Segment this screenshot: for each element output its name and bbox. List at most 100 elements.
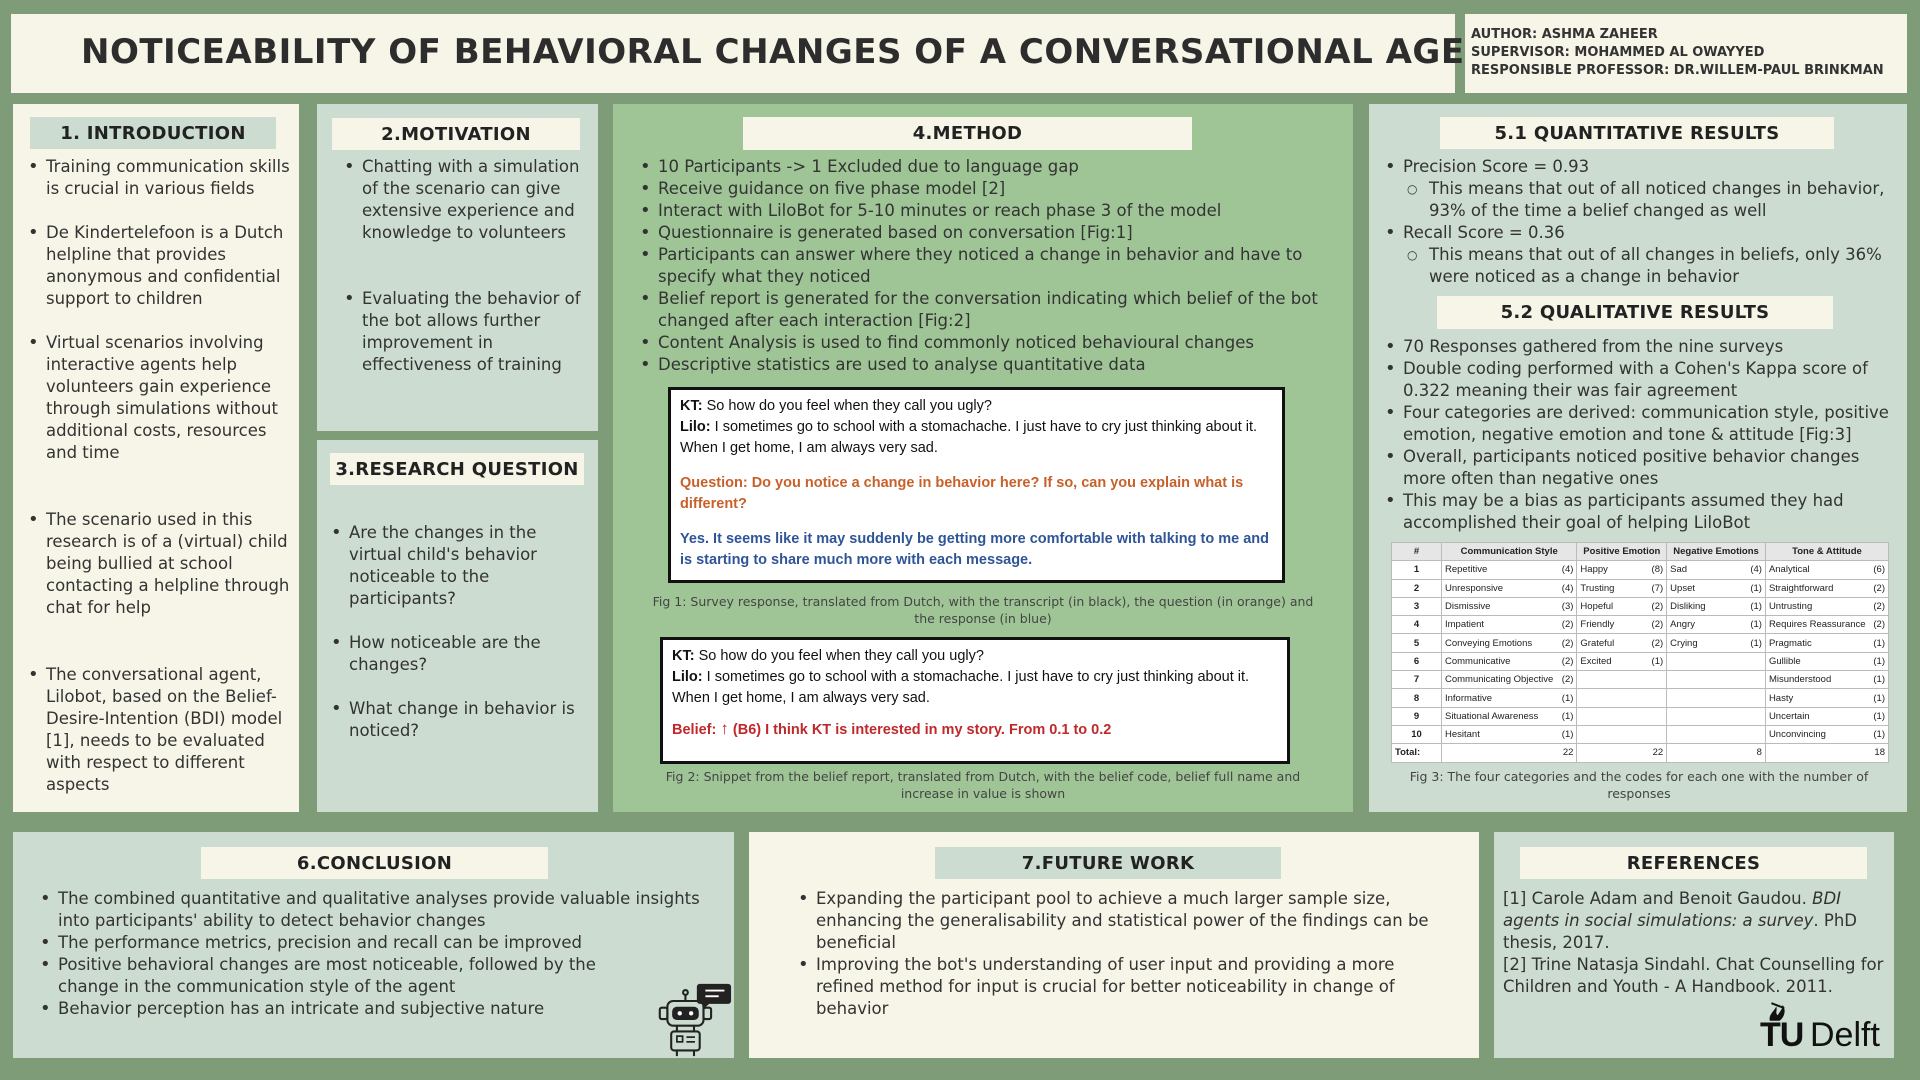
introduction-heading: 1. INTRODUCTION	[30, 117, 276, 149]
list-item: De Kindertelefoon is a Dutch helpline th…	[28, 222, 298, 310]
list-item: Recall Score = 0.36 This means that out …	[1385, 222, 1897, 288]
conclusion-list: The combined quantitative and qualitativ…	[40, 888, 730, 1020]
list-item: The performance metrics, precision and r…	[40, 932, 730, 954]
list-item: Receive guidance on five phase model [2]	[640, 178, 1340, 200]
table-cell-number: 6	[1391, 651, 1442, 672]
motivation-list: Chatting with a simulation of the scenar…	[344, 156, 584, 376]
references-panel: REFERENCES [1] Carole Adam and Benoit Ga…	[1494, 832, 1894, 1058]
table-cell: Conveying Emotions (2)	[1440, 633, 1578, 653]
table-cell: Upset (1)	[1666, 578, 1766, 598]
table-row: 7 Communicating Objective (2) Misunderstood…	[1391, 670, 1890, 690]
table-cell: Straightforward (2)	[1764, 578, 1890, 598]
list-item: The conversational agent, Lilobot, based…	[28, 664, 298, 796]
credit-author: AUTHOR: ASHMA ZAHEER	[1471, 27, 1658, 42]
table-row: Total: 22 22 8 18	[1391, 743, 1890, 763]
conclusion-heading: 6.CONCLUSION	[201, 847, 548, 879]
table-cell	[1666, 724, 1766, 745]
table-cell: Untrusting (2)	[1764, 596, 1890, 617]
table-row: 3 Dismissive (3) Hopeful (2) Disliking (1) Untr…	[1391, 596, 1890, 617]
table-cell: Sad (4)	[1666, 560, 1766, 580]
list-item: This may be a bias as participants assum…	[1385, 490, 1897, 534]
credits-box: AUTHOR: ASHMA ZAHEER SUPERVISOR: MOHAMME…	[1465, 14, 1907, 93]
credit-supervisor: SUPERVISOR: MOHAMMED AL OWAYYED	[1471, 45, 1765, 60]
table-cell: Communicating Objective (2)	[1440, 670, 1578, 690]
method-heading: 4.METHOD	[743, 117, 1192, 150]
table-cell: Hopeful (2)	[1576, 596, 1668, 617]
fig2-transcript-lilo: Lilo: I sometimes go to school with a st…	[672, 669, 1250, 706]
table-row: 8 Informative (1) Hasty (1)	[1391, 688, 1890, 708]
table-cell: Crying (1)	[1666, 633, 1766, 653]
fig1-answer: Yes. It seems like it may suddenly be ge…	[680, 531, 1270, 568]
list-item: The scenario used in this research is of…	[28, 509, 298, 619]
table-row: 2 Unresponsive (4) Trusting (7) Upset (1) Strai…	[1391, 578, 1890, 598]
method-list: 10 Participants -> 1 Excluded due to lan…	[640, 156, 1340, 376]
table-header: Communication Style	[1440, 541, 1578, 562]
list-item: The combined quantitative and qualitativ…	[40, 888, 730, 932]
motivation-heading: 2.MOTIVATION	[332, 118, 580, 150]
table-row: 4 Impatient (2) Friendly (2) Angry (1) Requires…	[1391, 615, 1890, 635]
references-heading: REFERENCES	[1520, 847, 1867, 879]
list-item: Expanding the participant pool to achiev…	[798, 888, 1438, 954]
table-cell	[1666, 670, 1766, 690]
table-cell-number: 7	[1391, 670, 1442, 690]
table-cell-number: Total:	[1391, 743, 1442, 763]
sub-list-item: This means that out of all noticed chang…	[1407, 178, 1897, 222]
table-cell: Trusting (7)	[1576, 578, 1668, 598]
table-row: 1 Repetitive (4) Happy (8) Sad (4) Analytical (6…	[1391, 560, 1890, 580]
poster-title: NOTICEABILITY OF BEHAVIORAL CHANGES OF A…	[81, 32, 1518, 72]
sub-list-item: This means that out of all changes in be…	[1407, 244, 1897, 288]
table-row: 6 Communicative (2) Excited (1) Gullible (1)	[1391, 651, 1890, 672]
motivation-panel: 2.MOTIVATION Chatting with a simulation …	[317, 104, 598, 431]
list-item: What change in behavior is noticed?	[331, 698, 581, 742]
table-cell: Informative (1)	[1440, 688, 1578, 708]
list-item: Evaluating the behavior of the bot allow…	[344, 288, 584, 376]
list-item: Overall, participants noticed positive b…	[1385, 446, 1897, 490]
table-header: Positive Emotion	[1576, 541, 1668, 562]
table-cell: Requires Reassurance (2)	[1764, 615, 1890, 635]
table-cell: Analytical (6)	[1764, 560, 1890, 580]
table-cell: 22	[1576, 743, 1668, 763]
list-item: Are the changes in the virtual child's b…	[331, 522, 581, 610]
qualitative-results-heading: 5.2 QUALITATIVE RESULTS	[1437, 296, 1833, 329]
list-item: Descriptive statistics are used to analy…	[640, 354, 1340, 376]
table-cell	[1666, 651, 1766, 672]
table-cell: Situational Awareness (1)	[1440, 706, 1578, 726]
table-cell: Hasty (1)	[1764, 688, 1890, 708]
logo-delft: Delft	[1810, 1016, 1880, 1054]
table-header: Tone & Attitude	[1764, 541, 1890, 562]
table-cell-number: 1	[1391, 560, 1442, 580]
table-cell	[1666, 706, 1766, 726]
table-row: 10 Hesitant (1) Unconvincing (1)	[1391, 724, 1890, 745]
table-cell: Friendly (2)	[1576, 615, 1668, 635]
table-cell	[1576, 724, 1668, 745]
table-cell-number: 5	[1391, 633, 1442, 653]
table-header: #	[1391, 541, 1442, 562]
list-item: 70 Responses gathered from the nine surv…	[1385, 336, 1897, 358]
figure-3-codes-table: # Communication Style Positive Emotion N…	[1391, 541, 1890, 763]
arrow-up-icon: ↑	[720, 719, 729, 738]
table-cell: Pragmatic (1)	[1764, 633, 1890, 653]
list-item: How noticeable are the changes?	[331, 632, 581, 676]
list-item: Behavior perception has an intricate and…	[40, 998, 730, 1020]
table-cell: Happy (8)	[1576, 560, 1668, 580]
fig1-transcript-lilo: Lilo: I sometimes go to school with a st…	[680, 419, 1258, 456]
table-cell: 8	[1666, 743, 1766, 763]
table-cell: Gullible (1)	[1764, 651, 1890, 672]
list-item: Interact with LiloBot for 5-10 minutes o…	[640, 200, 1340, 222]
table-cell-number: 2	[1391, 578, 1442, 598]
flame-icon	[1769, 1002, 1785, 1021]
fig2-belief: Belief: ↑ (B6) I think KT is interested …	[672, 719, 1112, 738]
table-cell: Dismissive (3)	[1440, 596, 1578, 617]
figure-1-caption: Fig 1: Survey response, translated from …	[652, 594, 1314, 626]
table-cell: Grateful (2)	[1576, 633, 1668, 653]
figure-2-belief-report: KT: So how do you feel when they call yo…	[660, 637, 1290, 764]
table-cell	[1666, 688, 1766, 708]
table-cell: Disliking (1)	[1666, 596, 1766, 617]
list-item: Improving the bot's understanding of use…	[798, 954, 1438, 1020]
list-item: Participants can answer where they notic…	[640, 244, 1340, 288]
table-cell: Hesitant (1)	[1440, 724, 1578, 745]
table-cell: Uncertain (1)	[1764, 706, 1890, 726]
table-cell-number: 4	[1391, 615, 1442, 635]
introduction-list: Training communication skills is crucial…	[28, 156, 298, 796]
table-cell-number: 3	[1391, 596, 1442, 617]
